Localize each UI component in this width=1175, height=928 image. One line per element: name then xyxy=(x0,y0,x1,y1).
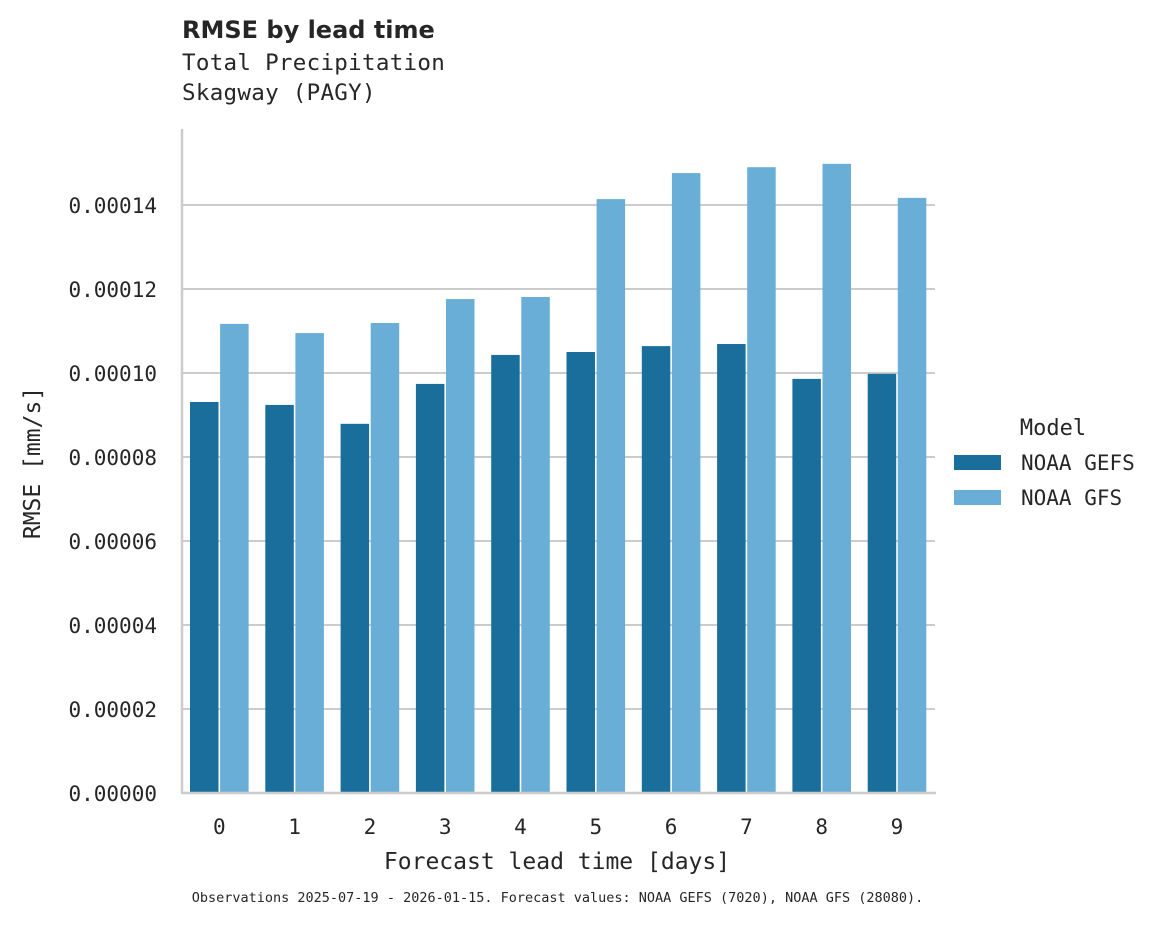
bar-noaa-gfs-3 xyxy=(446,299,475,793)
y-tick-label: 0.00004 xyxy=(68,614,157,638)
x-tick-label: 1 xyxy=(288,815,301,839)
chart-subtitle-variable: Total Precipitation xyxy=(182,50,446,76)
bar-noaa-gfs-6 xyxy=(671,173,701,793)
x-tick-label: 5 xyxy=(589,815,602,839)
x-tick-label: 0 xyxy=(213,815,226,839)
bar-noaa-gfs-9 xyxy=(897,197,927,794)
legend-swatch-gefs xyxy=(954,455,1001,470)
bar-noaa-gefs-9 xyxy=(867,373,897,793)
chart-subtitle-station: Skagway (PAGY) xyxy=(182,80,376,106)
bar-noaa-gefs-7 xyxy=(717,344,746,793)
footnote: Observations 2025-07-19 - 2026-01-15. Fo… xyxy=(191,890,924,906)
bar-noaa-gfs-5 xyxy=(596,199,626,793)
x-tick-label: 9 xyxy=(891,815,904,839)
legend-title: Model xyxy=(1020,416,1086,441)
y-tick-label: 0.00002 xyxy=(68,698,157,722)
y-tick-labels: 0.00000 0.00002 0.00004 0.00006 0.00008 0.000… xyxy=(68,194,157,806)
axes xyxy=(180,129,936,795)
y-tick-label: 0.00012 xyxy=(68,278,157,302)
x-tick-labels: 0 1 2 3 4 5 6 7 8 9 xyxy=(213,815,903,839)
y-tick-label: 0.00000 xyxy=(68,782,157,806)
bar-noaa-gfs-1 xyxy=(295,333,324,793)
bar-noaa-gefs-5 xyxy=(566,352,595,793)
bar-noaa-gfs-4 xyxy=(521,296,550,793)
legend-label-gefs: NOAA GEFS xyxy=(1021,451,1135,475)
y-tick-label: 0.00010 xyxy=(68,362,157,386)
bar-noaa-gefs-2 xyxy=(340,423,370,793)
x-tick-label: 3 xyxy=(439,815,452,839)
legend-label-gfs: NOAA GFS xyxy=(1021,486,1122,510)
bar-noaa-gefs-0 xyxy=(190,401,219,793)
y-tick-label: 0.00006 xyxy=(68,530,157,554)
x-tick-label: 2 xyxy=(364,815,377,839)
y-tick-label: 0.00008 xyxy=(68,446,157,470)
x-axis-label: Forecast lead time [days] xyxy=(384,849,730,875)
bar-noaa-gefs-1 xyxy=(265,404,294,793)
bar-noaa-gfs-7 xyxy=(747,167,776,793)
x-tick-label: 4 xyxy=(514,815,527,839)
x-tick-label: 6 xyxy=(665,815,678,839)
bar-noaa-gfs-8 xyxy=(822,163,851,794)
x-tick-label: 8 xyxy=(815,815,828,839)
y-axis-label: RMSE [mm/s] xyxy=(20,387,46,539)
bar-noaa-gefs-4 xyxy=(491,354,520,793)
bar-noaa-gfs-0 xyxy=(220,323,249,793)
x-tick-label: 7 xyxy=(740,815,753,839)
bar-noaa-gefs-8 xyxy=(792,378,821,793)
legend: Model NOAA GEFS NOAA GFS xyxy=(954,416,1135,510)
bars xyxy=(190,163,927,794)
bar-noaa-gefs-3 xyxy=(415,383,445,793)
bar-noaa-gfs-2 xyxy=(370,323,400,793)
chart-title: RMSE by lead time xyxy=(182,16,435,44)
y-tick-label: 0.00014 xyxy=(68,194,157,218)
legend-swatch-gfs xyxy=(954,490,1001,505)
bar-noaa-gefs-6 xyxy=(641,346,671,793)
